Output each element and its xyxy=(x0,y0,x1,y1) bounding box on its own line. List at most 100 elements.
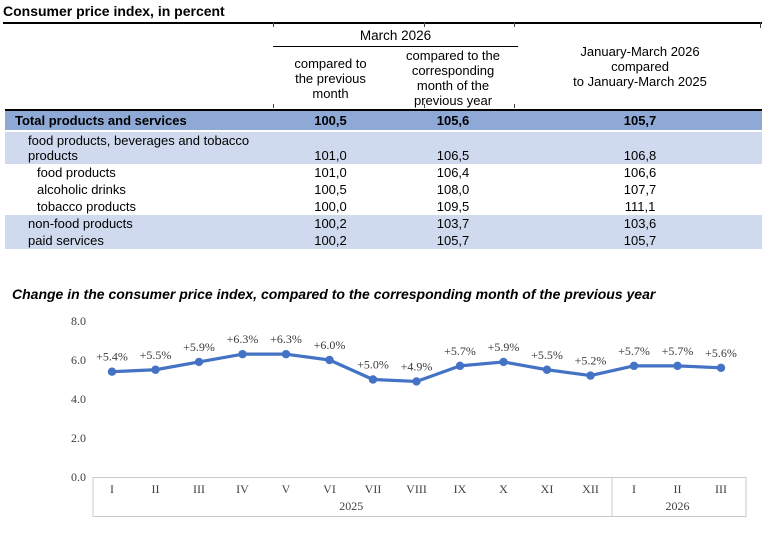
y-axis-tick-label: 2.0 xyxy=(71,431,86,445)
y-axis-tick-label: 0.0 xyxy=(71,470,86,484)
chart-point xyxy=(412,377,421,386)
chart-point xyxy=(151,365,160,374)
chart-point-label: +5.7% xyxy=(618,344,650,358)
header-spacer xyxy=(5,46,273,111)
table-row: Total products and services 100,5 105,6 105… xyxy=(5,110,763,131)
row-value: 100,2 xyxy=(314,216,347,231)
row-value: 101,0 xyxy=(314,165,347,180)
cpi-table: March 2026 January-March 2026 compared t… xyxy=(5,24,763,249)
x-axis-month-label: V xyxy=(282,482,291,496)
table-row: non-food products 100,2 103,7 103,6 xyxy=(5,215,763,232)
row-value: 106,6 xyxy=(623,165,657,180)
row-value: 106,5 xyxy=(388,130,519,164)
x-axis-month-label: VIII xyxy=(406,482,427,496)
table-row: alcoholic drinks 100,5 108,0 107,7 xyxy=(5,181,762,198)
row-value: 105,7 xyxy=(436,233,470,248)
chart-point-label: +5.9% xyxy=(183,340,215,354)
top-rule xyxy=(3,22,762,24)
chart-point-label: +5.0% xyxy=(357,358,389,372)
row-label: tobacco products xyxy=(37,199,137,214)
chart-point-label: +6.0% xyxy=(314,338,346,352)
chart-point xyxy=(542,365,552,374)
chart-point xyxy=(107,367,117,376)
row-value: 105,7 xyxy=(623,113,657,128)
row-label: food products xyxy=(37,165,116,180)
chart-title: Change in the consumer price index, comp… xyxy=(12,286,656,302)
x-axis-month-label: I xyxy=(632,482,636,496)
chart-point xyxy=(455,361,465,371)
x-axis-month-label: III xyxy=(715,482,727,496)
chart-point-label: +5.5% xyxy=(531,348,563,362)
chart-point-label: +6.3% xyxy=(227,332,259,346)
column-group-header: March 2026 xyxy=(273,24,519,47)
row-label: paid services xyxy=(28,233,104,248)
y-axis-tick-label: 6.0 xyxy=(71,353,86,367)
table-row: food products 101,0 106,4 106,6 xyxy=(5,164,762,181)
row-value: 108,0 xyxy=(436,182,470,197)
x-axis-month-label: VII xyxy=(365,482,382,496)
row-value: 105,7 xyxy=(623,233,657,248)
chart-point-label: +4.9% xyxy=(401,359,433,373)
table-row: food products, beverages and tobacco pro… xyxy=(5,130,763,164)
cpi-chart: 0.02.04.06.08.0I II III IV V VI VII VIII IX X XI XI… xyxy=(71,314,747,517)
row-value: 106,4 xyxy=(436,165,470,180)
x-axis-month-label: IV xyxy=(236,482,249,496)
y-axis-tick-label: 4.0 xyxy=(71,392,86,406)
table-row: tobacco products 100,0 109,5 111,1 xyxy=(5,198,762,215)
row-value: 111,1 xyxy=(624,199,656,214)
page-title: Consumer price index, in percent xyxy=(3,3,225,19)
column-header-prev-month: compared to the previous month xyxy=(273,46,388,111)
row-value: 101,0 xyxy=(273,130,388,164)
row-value: 107,7 xyxy=(623,182,657,197)
row-label: alcoholic drinks xyxy=(37,182,126,197)
chart-point-label: +5.6% xyxy=(705,346,737,360)
row-label: non-food products xyxy=(28,216,133,231)
x-axis-year-label: 2025 xyxy=(339,499,363,513)
row-value: 103,6 xyxy=(623,216,657,231)
chart-point xyxy=(325,355,334,365)
x-axis-month-label: II xyxy=(674,482,682,496)
chart-point xyxy=(238,349,247,359)
x-axis-month-label: II xyxy=(152,482,160,496)
table-row: paid services 100,2 105,7 105,7 xyxy=(5,232,763,249)
row-value: 100,5 xyxy=(314,113,347,128)
x-axis-month-label: XI xyxy=(541,482,554,496)
x-axis-year-label: 2026 xyxy=(666,499,690,513)
chart-point-label: +6.3% xyxy=(270,332,302,346)
row-value: 103,7 xyxy=(436,216,470,231)
row-label: Total products and services xyxy=(15,113,187,128)
chart-point-label: +5.7% xyxy=(662,344,694,358)
header-spacer xyxy=(5,24,273,47)
column-header-prev-year: compared to the corresponding month of t… xyxy=(388,46,519,111)
chart-point-label: +5.7% xyxy=(444,344,476,358)
column-header-jan-march: January-March 2026 compared to January-M… xyxy=(518,24,763,111)
row-value: 100,0 xyxy=(314,199,347,214)
x-axis-month-label: XII xyxy=(582,482,599,496)
x-axis-month-label: I xyxy=(110,482,114,496)
row-value: 105,6 xyxy=(436,113,470,128)
row-value: 109,5 xyxy=(436,199,470,214)
row-value: 100,5 xyxy=(314,182,347,197)
chart-point xyxy=(586,371,595,380)
cpi-table-header: March 2026 January-March 2026 compared t… xyxy=(5,24,763,111)
chart-point-label: +5.4% xyxy=(96,350,128,364)
row-value: 106,8 xyxy=(518,130,763,164)
x-axis-box xyxy=(92,477,747,517)
chart-point xyxy=(499,357,508,367)
chart-point xyxy=(281,349,291,359)
chart-point-label: +5.9% xyxy=(488,340,520,354)
x-axis-month-label: VI xyxy=(323,482,336,496)
x-axis-month-label: IX xyxy=(454,482,467,496)
chart-point-label: +5.5% xyxy=(140,348,172,362)
x-axis-month-label: III xyxy=(193,482,205,496)
chart-point-label: +5.2% xyxy=(575,354,607,368)
x-axis-month-label: X xyxy=(499,482,508,496)
chart-point xyxy=(629,361,639,371)
table-body: Total products and services 100,5 105,6 105… xyxy=(5,110,763,249)
chart-point xyxy=(716,363,726,372)
chart-point xyxy=(368,375,378,384)
row-label: food products, beverages and tobacco pro… xyxy=(5,130,273,164)
y-axis-tick-label: 8.0 xyxy=(71,314,86,328)
chart-point xyxy=(673,361,682,371)
